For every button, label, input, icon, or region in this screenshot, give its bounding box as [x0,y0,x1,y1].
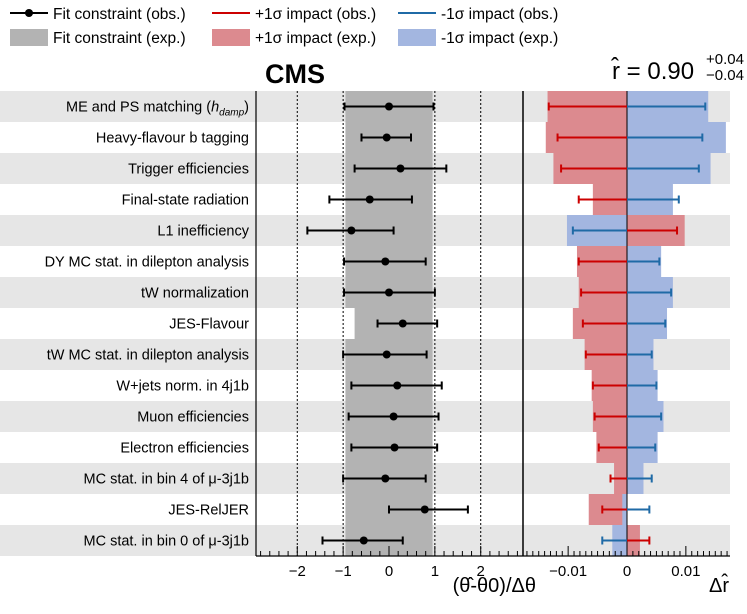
nuisance-label: tW normalization [141,286,249,302]
legend-down_exp-label: -1σ impact (exp.) [441,30,558,47]
pull-point [347,226,356,235]
result-equals: = [620,58,647,85]
result-text: r̂ = 0.90 [611,57,694,85]
legend-up_exp-label: +1σ impact (exp.) [255,30,376,47]
pull-point [398,319,407,328]
result-err-up: +0.04 [706,51,744,68]
pull-tick-label: 1 [431,563,439,580]
pull-tick-label: 0 [385,563,393,580]
impact-observed-markers [547,102,707,545]
impact-tick-label: −0.01 [549,563,587,580]
legend-up_exp-swatch [212,29,250,46]
legend-fit_obs-label: Fit constraint (obs.) [53,6,186,23]
legend-down_exp-swatch [398,29,436,46]
nuisance-label: MC stat. in bin 0 of μ-3j1b [83,534,249,550]
nuisance-label: Final-state radiation [122,193,249,209]
pull-point [359,536,368,545]
pull-observed-markers [306,102,469,545]
nuisance-label: DY MC stat. in dilepton analysis [45,255,249,271]
legend-up_obs-label: +1σ impact (obs.) [255,6,376,23]
pull-point [365,195,374,204]
nuisance-label: JES-RelJER [168,503,249,519]
nuisance-label: Electron efficiencies [120,441,249,457]
pull-point [396,164,405,173]
pull-point [390,443,399,452]
nuisance-label: L1 inefficiency [157,224,249,240]
legend-fit_exp-label: Fit constraint (exp.) [53,30,186,47]
nuisance-label: W+jets norm. in 4j1b [116,379,249,395]
pull-tick-label: −1 [335,563,352,580]
pull-point [385,288,393,297]
nuisance-label: Trigger efficiencies [128,162,249,178]
pull-point [381,474,390,483]
nuisance-labels: ME and PS matching (hdamp) Heavy-flavour … [45,100,250,550]
pull-point [420,505,429,514]
result-value: 0.90 [647,58,694,85]
impact-tick-label: 0 [623,563,631,580]
legend: Fit constraint (obs.) Fit constraint (exp… [10,6,558,47]
pull-point [389,412,398,421]
pull-tick-label: −2 [289,563,306,580]
nuisance-label: ME and PS matching (hdamp) [66,100,249,119]
nuisance-label: Heavy-flavour b tagging [96,131,249,147]
nuisance-label: tW MC stat. in dilepton analysis [47,348,249,364]
pull-tick-label: 2 [477,563,485,580]
legend-fit_exp-swatch [10,29,48,46]
result-err-down: −0.04 [706,67,744,84]
legend-down_obs-label: -1σ impact (obs.) [441,6,558,23]
pull-point [393,381,402,390]
pull-point [382,133,391,142]
nuisance-label: Muon efficiencies [137,410,249,426]
experiment-label: CMS [265,59,325,89]
impact-tick-label: 0.01 [671,563,700,580]
pull-point [385,102,393,111]
pull-point [381,257,390,266]
nuisance-label: JES-Flavour [169,317,249,333]
nuisance-label: MC stat. in bin 4 of μ-3j1b [83,472,249,488]
axes: −2 −1 0 1 2 −0.01 0 0.01 (θ̂-θ0)/Δθ Δr̂ [260,546,729,597]
pull-point [382,350,391,359]
legend-fit-obs-marker [25,9,33,17]
header: CMS r̂ = 0.90 +0.04 −0.04 [265,51,744,89]
pull-axis-title: (θ̂-θ0)/Δθ [453,575,536,597]
result-symbol: r̂ [611,57,620,85]
impact-axis-title: Δr̂ [709,573,729,597]
